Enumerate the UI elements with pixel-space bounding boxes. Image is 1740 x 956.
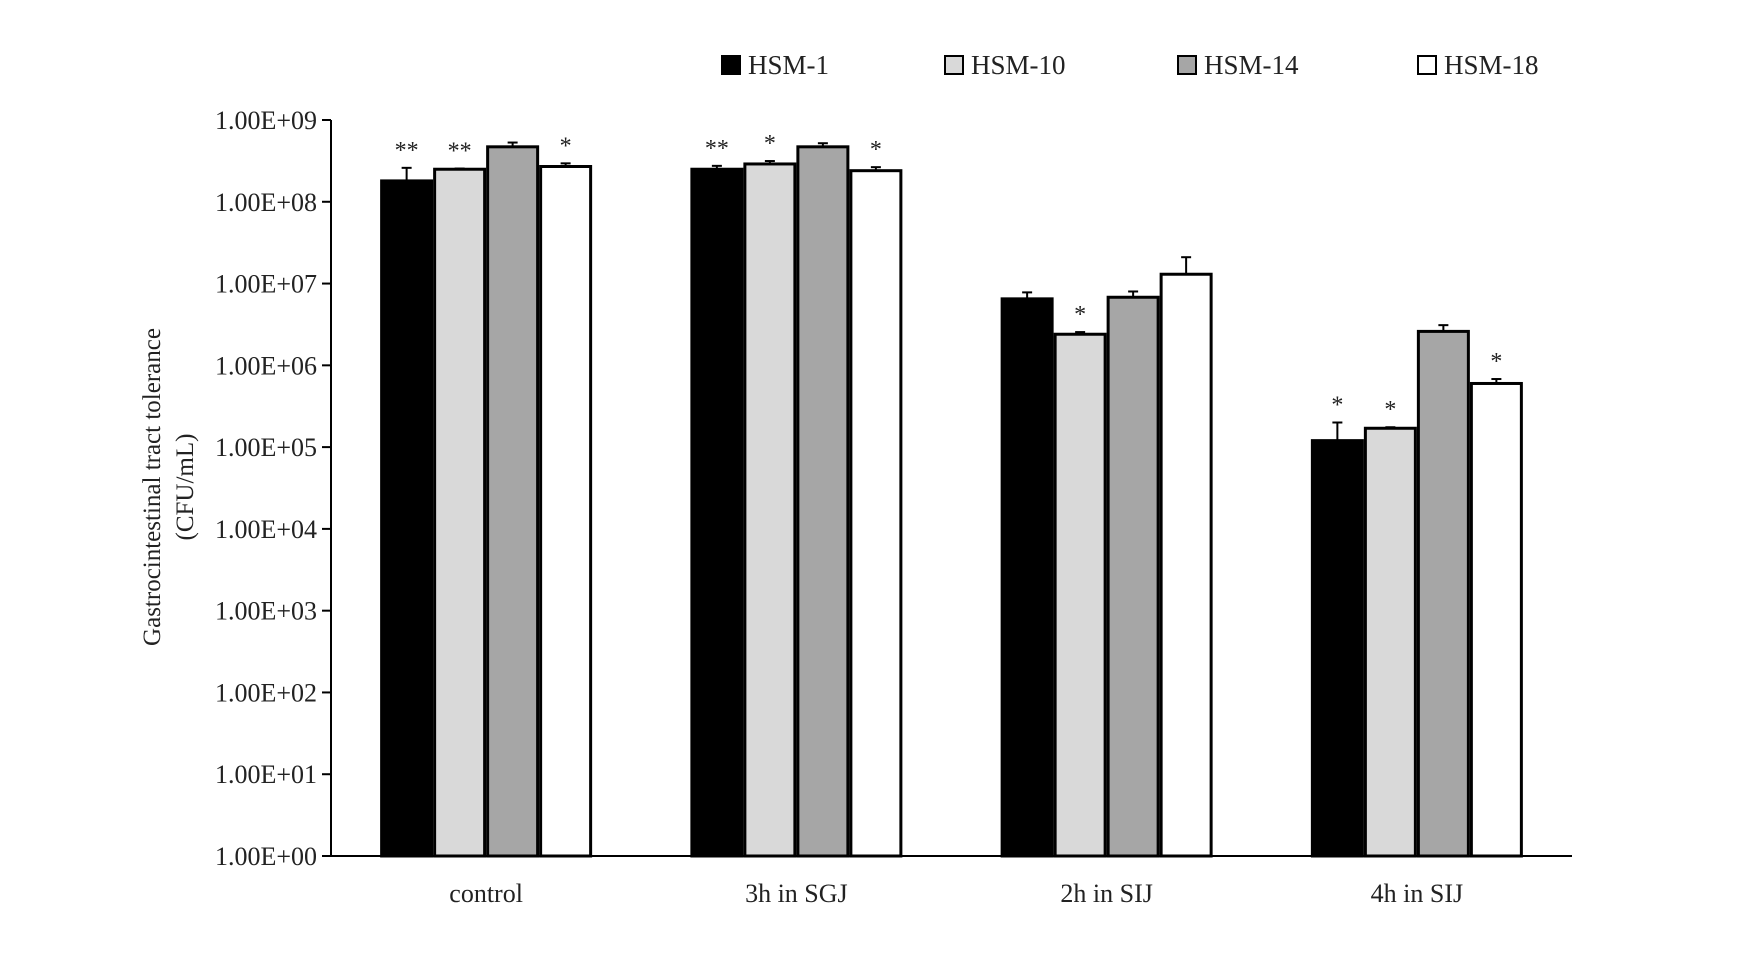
bar: [433, 167, 487, 858]
bar: [539, 165, 593, 858]
y-axis-title-unit: (CFU/mL): [172, 434, 199, 541]
y-axis-title: Gastrocintestinal tract tolerance: [139, 328, 166, 646]
y-tick-label: 1.00E+08: [215, 188, 317, 217]
bar: [690, 167, 744, 858]
bar: [380, 179, 434, 858]
legend-swatch: [1177, 55, 1197, 75]
bar: [796, 145, 850, 858]
y-tick-label: 1.00E+02: [215, 678, 317, 707]
bar: [1469, 381, 1523, 858]
significance-marker: *: [1331, 392, 1343, 418]
significance-marker: *: [764, 131, 776, 157]
significance-marker: *: [560, 133, 572, 159]
bar: [486, 145, 540, 858]
x-tick-label: 3h in SGJ: [745, 879, 848, 908]
y-axis: 1.00E+00 1.00E+01 1.00E+02 1.00E+03 1.00E+04…: [215, 106, 332, 871]
y-tick-label: 1.00E+03: [215, 597, 317, 626]
bar: [1000, 297, 1054, 858]
y-tick-label: 1.00E+04: [215, 515, 317, 544]
y-tick-label: 1.00E+06: [215, 351, 317, 380]
y-tick-label: 1.00E+05: [215, 433, 317, 462]
bar: [849, 169, 903, 858]
bar: [743, 162, 797, 858]
significance-marker: *: [870, 137, 882, 163]
legend-swatch: [1417, 55, 1437, 75]
legend-label: HSM-18: [1444, 50, 1539, 80]
y-tick-label: 1.00E+09: [215, 106, 317, 135]
bar: [1310, 439, 1364, 858]
x-axis: control 3h in SGJ 2h in SIJ 4h in SIJ: [331, 855, 1572, 908]
legend-label: HSM-10: [971, 50, 1066, 80]
x-tick-label: 4h in SIJ: [1371, 879, 1463, 908]
significance-marker: *: [1384, 397, 1396, 423]
y-tick-label: 1.00E+01: [215, 760, 317, 789]
bar: [1363, 426, 1417, 858]
significance-marker: **: [448, 139, 472, 165]
legend-swatch: [721, 55, 741, 75]
bar: [1159, 272, 1213, 858]
legend: HSM-1 HSM-10 HSM-14 HSM-18: [721, 50, 1539, 80]
significance-marker: **: [705, 136, 729, 162]
significance-marker: *: [1490, 349, 1502, 375]
x-tick-label: control: [449, 879, 523, 908]
bar: [1106, 295, 1160, 858]
y-tick-label: 1.00E+07: [215, 270, 317, 299]
legend-label: HSM-14: [1204, 50, 1299, 80]
x-tick-label: 2h in SIJ: [1060, 879, 1152, 908]
y-tick-label: 1.00E+00: [215, 842, 317, 871]
bar: [1416, 329, 1470, 858]
significance-marker: **: [395, 138, 419, 164]
legend-swatch: [944, 55, 964, 75]
bar: [1053, 332, 1107, 858]
bars: ** ** * ** * *** **: [380, 131, 1523, 858]
significance-marker: *: [1074, 302, 1086, 328]
legend-label: HSM-1: [748, 50, 829, 80]
